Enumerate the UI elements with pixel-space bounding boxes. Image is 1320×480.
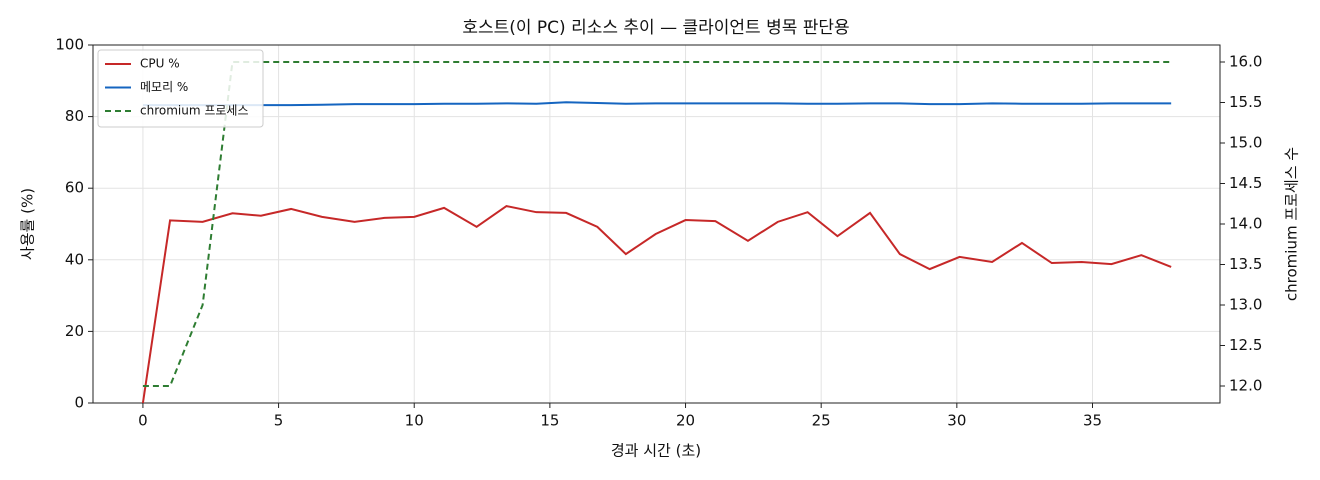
y-tick-label: 100 (55, 36, 84, 54)
y2-tick-label: 14.5 (1229, 174, 1262, 192)
x-tick-label: 25 (812, 412, 831, 430)
y2-tick-label: 15.5 (1229, 93, 1262, 111)
y-tick-label: 20 (65, 322, 84, 340)
y-tick-label: 0 (74, 394, 84, 412)
x-tick-label: 10 (405, 412, 424, 430)
x-tick-label: 0 (138, 412, 148, 430)
plot-frame (92, 44, 1221, 404)
y2-tick-label: 15.0 (1229, 134, 1262, 152)
x-tick-label: 30 (947, 412, 966, 430)
y-axis-label: 사용률 (%) (19, 188, 37, 260)
x-tick-label: 35 (1083, 412, 1102, 430)
series-line (142, 61, 1172, 387)
y2-tick-label: 16.0 (1229, 53, 1262, 71)
legend-box (97, 49, 264, 128)
y2-tick-label: 12.5 (1229, 336, 1262, 354)
series-line (141, 205, 1172, 404)
y2-tick-label: 14.0 (1229, 215, 1262, 233)
series-line (142, 101, 1172, 107)
y-tick-label: 80 (65, 107, 84, 125)
chart-title: 호스트(이 PC) 리소스 추이 — 클라이언트 병목 판단용 (462, 18, 849, 38)
legend-label: 메모리 % (140, 80, 188, 94)
x-axis-label: 경과 시간 (초) (611, 442, 701, 460)
legend-label: CPU % (140, 57, 180, 71)
y2-tick-label: 12.0 (1229, 376, 1262, 394)
x-tick-label: 5 (274, 412, 284, 430)
y2-axis-label: chromium 프로세스 수 (1283, 147, 1301, 301)
x-tick-label: 15 (540, 412, 559, 430)
legend-label: chromium 프로세스 (140, 104, 249, 118)
x-tick-label: 20 (676, 412, 695, 430)
y-tick-label: 40 (65, 250, 84, 268)
y2-tick-label: 13.0 (1229, 295, 1262, 313)
y2-tick-label: 13.5 (1229, 255, 1262, 273)
y-tick-label: 60 (65, 179, 84, 197)
